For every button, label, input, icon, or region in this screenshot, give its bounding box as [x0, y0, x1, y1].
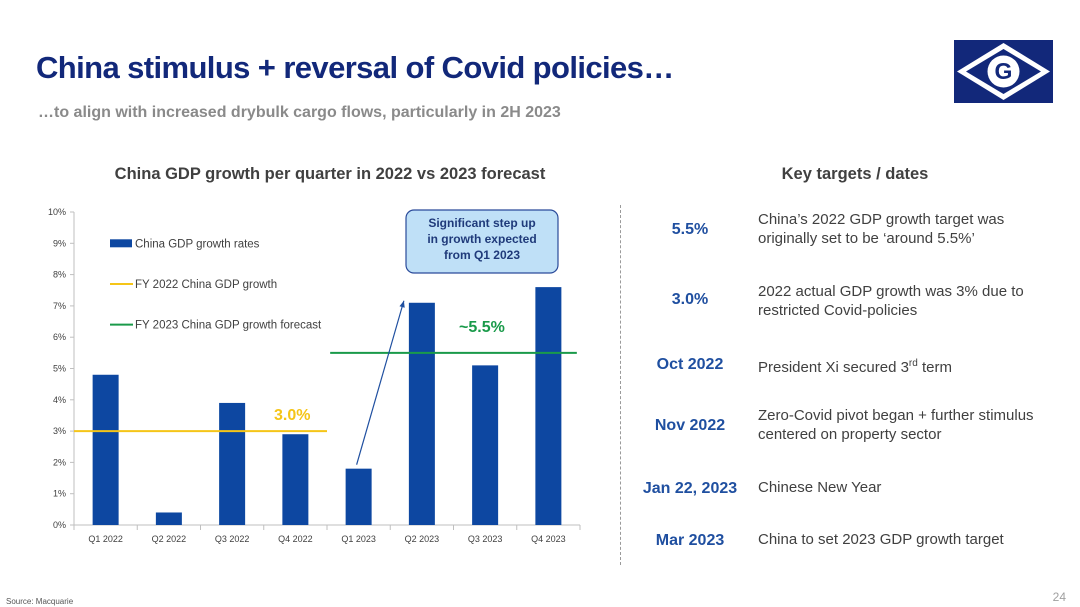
target-description-text: President Xi secured 3 [758, 359, 909, 376]
chart-title: China GDP growth per quarter in 2022 vs … [114, 165, 546, 183]
bar [155, 512, 182, 525]
target-key: Mar 2023 [655, 532, 725, 549]
key-targets-title: Key targets / dates [781, 165, 929, 183]
annotation-text: from Q1 2023 [444, 248, 520, 262]
bar [282, 434, 309, 525]
section-divider [620, 205, 621, 565]
target-description-text-end: term [917, 359, 952, 376]
source-note: Source: Macquarie [6, 597, 74, 606]
bar [219, 402, 246, 525]
target-description: Zero-Covid pivot began + further stimulu… [758, 407, 1034, 443]
y-tick-label: 2% [53, 457, 66, 467]
legend-label-bars: China GDP growth rates [135, 238, 260, 250]
fy2022-value-label: 3.0% [274, 407, 310, 424]
y-tick-label: 4% [53, 395, 66, 405]
bar [472, 365, 499, 525]
logo-letter: G [995, 58, 1013, 84]
x-tick-label: Q2 2022 [152, 534, 187, 544]
slide-title: China stimulus + reversal of Covid polic… [36, 50, 674, 85]
annotation-callout [405, 209, 559, 274]
target-description: President Xi secured 3rd term [758, 354, 1058, 377]
target-key: Nov 2022 [654, 417, 726, 434]
y-tick-label: 3% [53, 426, 66, 436]
logo-circle [987, 55, 1020, 88]
x-tick-label: Q3 2022 [215, 534, 250, 544]
target-key: 3.0% [671, 291, 709, 308]
y-tick-label: 9% [53, 238, 66, 248]
company-logo: G [954, 40, 1053, 103]
target-key: Jan 22, 2023 [642, 480, 738, 497]
y-tick-label: 10% [48, 207, 66, 217]
ordinal-superscript: rd [908, 358, 918, 369]
y-tick-label: 8% [53, 270, 66, 280]
y-tick-label: 5% [53, 364, 66, 374]
target-description: Chinese New Year [758, 479, 882, 496]
target-description: 2022 actual GDP growth was 3% due to res… [758, 283, 1024, 319]
legend-label-fy2023: FY 2023 China GDP growth forecast [135, 320, 322, 332]
annotation-text: Significant step up [428, 216, 535, 230]
legend-swatch-bars [110, 239, 132, 248]
target-description: China to set 2023 GDP growth target [758, 531, 1004, 548]
x-tick-label: Q2 2023 [405, 534, 440, 544]
x-tick-label: Q3 2023 [468, 534, 503, 544]
target-key: 5.5% [671, 221, 709, 238]
trend-arrowhead [399, 300, 405, 308]
x-tick-label: Q1 2022 [88, 534, 123, 544]
fy2023-value-label: ~5.5% [459, 319, 505, 336]
slide-subtitle: …to align with increased drybulk cargo f… [38, 104, 561, 121]
bar [535, 287, 562, 525]
y-tick-label: 7% [53, 301, 66, 311]
y-tick-label: 1% [53, 489, 66, 499]
page-number: 24 [1052, 590, 1066, 604]
x-tick-label: Q4 2023 [531, 534, 566, 544]
target-key: Oct 2022 [656, 356, 724, 373]
bar [92, 374, 119, 525]
x-tick-label: Q1 2023 [341, 534, 376, 544]
gdp-bar-chart: 0% 1% 2% 3% 4% 5% 6% 7% 8% 9% 10% Q1 2022 Q2 2022 Q3 … [48, 207, 581, 544]
x-tick-label: Q4 2022 [278, 534, 313, 544]
y-tick-label: 6% [53, 332, 66, 342]
trend-arrow [356, 300, 405, 465]
bar [345, 468, 372, 525]
annotation-text: in growth expected [427, 232, 536, 246]
legend-label-fy2022: FY 2022 China GDP growth [135, 279, 277, 291]
y-tick-label: 0% [53, 520, 66, 530]
target-description: China’s 2022 GDP growth target was origi… [758, 211, 1005, 247]
bar [408, 302, 435, 525]
